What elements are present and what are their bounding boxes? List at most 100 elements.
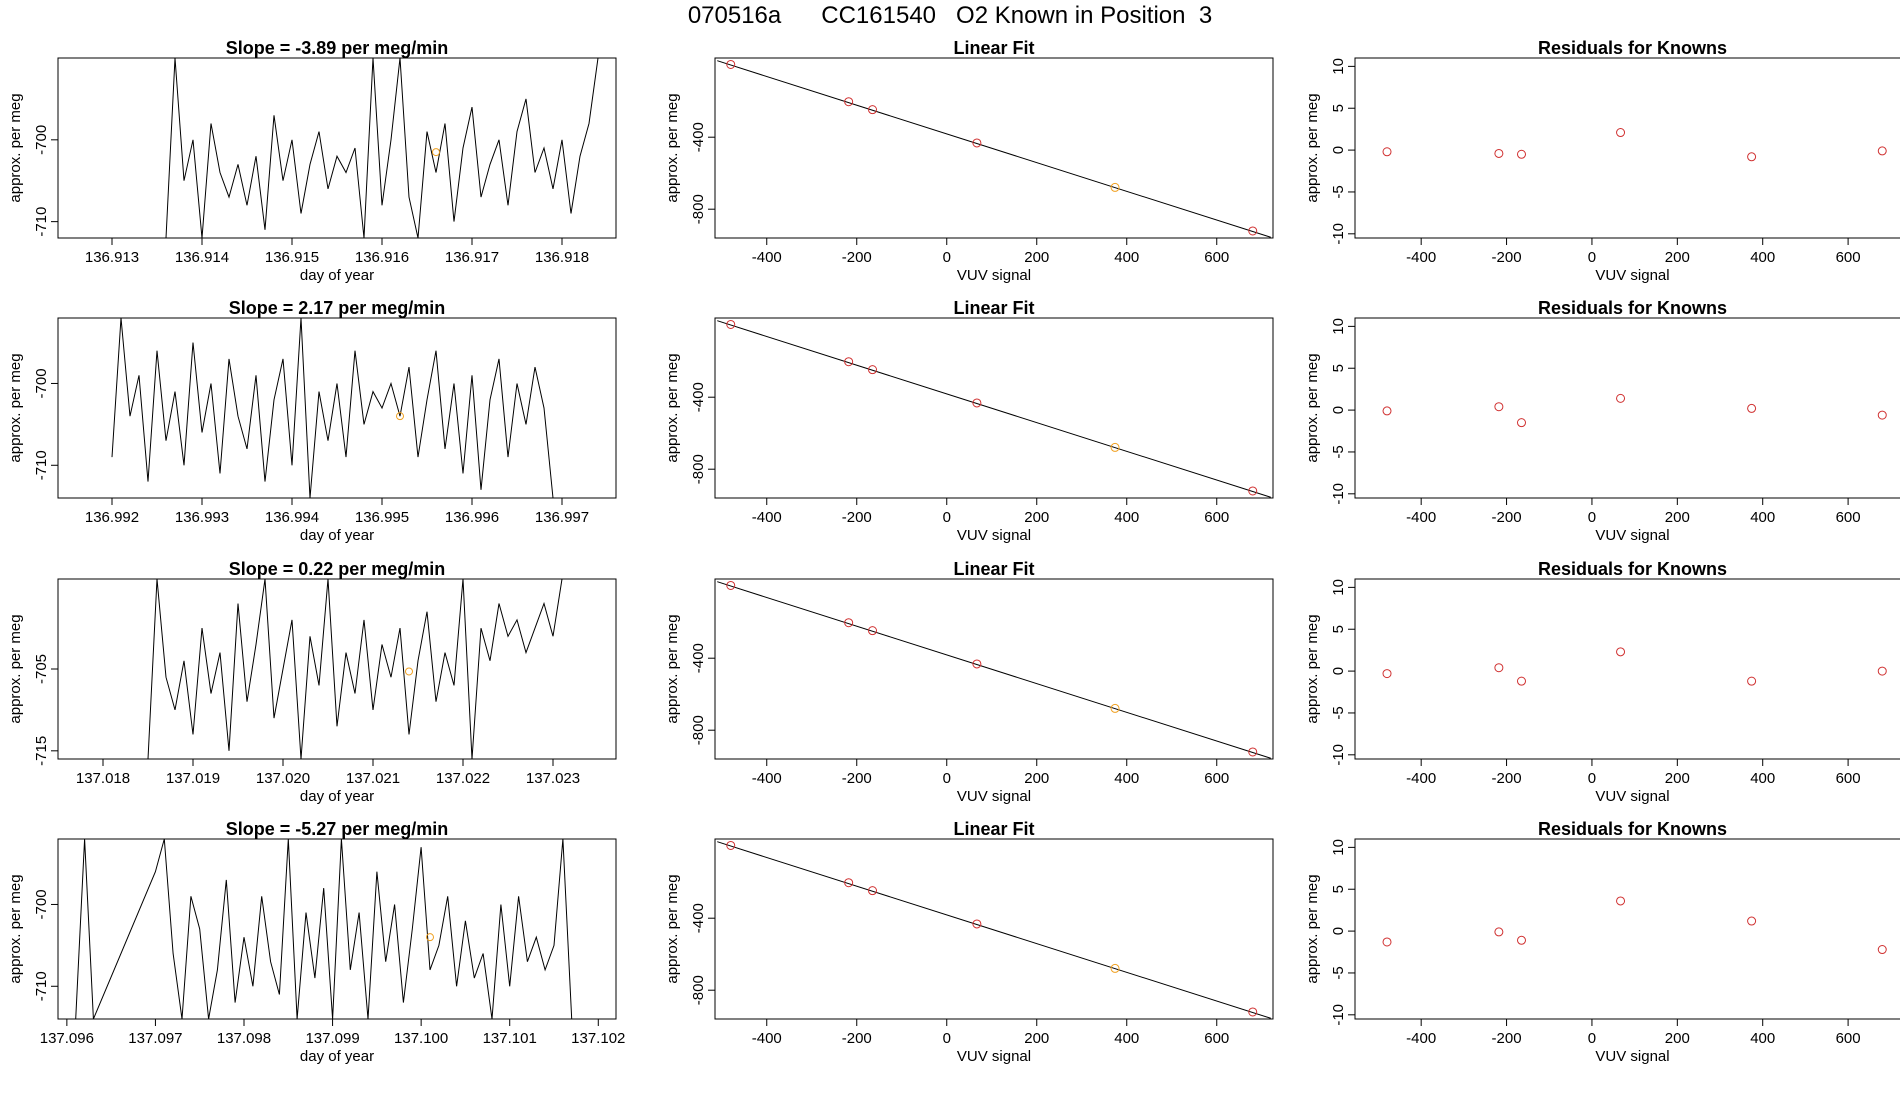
panel-title: Residuals for Knowns [1538, 298, 1727, 318]
series-line [75, 839, 573, 1019]
residual-point [1494, 663, 1504, 673]
fit-point [1248, 747, 1258, 757]
plot-data [147, 579, 563, 759]
panel-title: Linear Fit [953, 38, 1034, 58]
x-tick-label: -200 [1492, 509, 1522, 526]
y-axis-label: approx. per meg [7, 353, 24, 462]
x-tick-label: 400 [1750, 249, 1775, 266]
plot-frame [1354, 317, 1900, 499]
panel-title: Slope = 0.22 per meg/min [229, 559, 446, 579]
y-tick-label: -10 [1330, 1004, 1347, 1026]
y-tick-label: -5 [1330, 185, 1347, 198]
y-tick-label: -400 [690, 643, 707, 673]
fit-point [868, 626, 877, 636]
panel-title: Residuals for Knowns [1538, 559, 1727, 579]
x-tick-label: 0 [1588, 1030, 1596, 1047]
fit-point [1110, 963, 1120, 973]
plot-data [717, 319, 1271, 498]
highlight-point [405, 667, 413, 676]
x-tick-label: 137.100 [394, 1030, 448, 1047]
y-tick-label: -700 [33, 368, 50, 398]
residual-point [1747, 403, 1757, 413]
x-tick-label: 200 [1024, 1030, 1049, 1047]
fit-point [726, 319, 736, 329]
x-tick-label: 137.101 [483, 1030, 537, 1047]
fit-point [972, 919, 982, 929]
residual-point [1517, 149, 1526, 159]
plot-frame [714, 578, 1274, 760]
residual-point [1494, 148, 1504, 158]
y-tick-label: -10 [1330, 483, 1347, 505]
x-axis-label: VUV signal [1595, 1048, 1669, 1065]
x-axis-label: VUV signal [957, 788, 1031, 805]
panel-residuals-row-3: Residuals for Knowns -400 -200 0 200 400 600 10… [1304, 559, 1900, 805]
y-tick-label: -800 [690, 454, 707, 484]
fit-point [844, 878, 854, 888]
x-tick-label: 137.099 [305, 1030, 359, 1047]
x-tick-label: 0 [943, 509, 951, 526]
panel-title: Residuals for Knowns [1538, 38, 1727, 58]
x-tick-label: -200 [1492, 249, 1522, 266]
x-tick-label: 136.917 [445, 249, 499, 266]
residual-point [1382, 669, 1392, 679]
figure-title: 070516a CC161540 O2 Known in Position 3 [0, 2, 1900, 30]
x-tick-label: -400 [752, 770, 782, 787]
y-tick-label: 5 [1330, 104, 1347, 112]
residual-point [1382, 937, 1392, 947]
x-axis-label: day of year [300, 527, 374, 544]
fit-line [717, 60, 1271, 238]
x-axis-label: VUV signal [957, 527, 1031, 544]
plot-data [1382, 128, 1887, 162]
fit-point [1248, 226, 1258, 236]
fit-line [717, 581, 1271, 759]
x-tick-label: 137.022 [436, 770, 490, 787]
x-tick-label: 600 [1836, 770, 1861, 787]
x-tick-label: 200 [1024, 770, 1049, 787]
y-tick-label: -10 [1330, 223, 1347, 245]
residual-point [1877, 666, 1887, 676]
x-axis-label: day of year [300, 267, 374, 284]
x-tick-label: -400 [1406, 1030, 1436, 1047]
y-tick-label: -715 [33, 736, 50, 766]
x-tick-label: 200 [1665, 1030, 1690, 1047]
y-tick-label: -5 [1330, 445, 1347, 458]
y-tick-label: 0 [1330, 927, 1347, 935]
fit-point [1110, 182, 1120, 192]
x-tick-label: 600 [1836, 1030, 1861, 1047]
fit-point [1248, 486, 1258, 496]
y-tick-label: 10 [1330, 318, 1347, 335]
y-axis-label: approx. per meg [1304, 614, 1321, 723]
x-tick-label: 400 [1114, 509, 1139, 526]
y-axis-label: approx. per meg [1304, 874, 1321, 983]
fit-point [1110, 442, 1120, 452]
y-tick-label: 5 [1330, 364, 1347, 372]
plot-data [1382, 896, 1887, 955]
residual-point [1616, 896, 1626, 906]
panel-fit-row-4: Linear Fit -400 -200 0 200 400 600 -400 -800 VUV … [664, 819, 1274, 1065]
x-tick-label: 137.096 [40, 1030, 94, 1047]
fit-point [1248, 1007, 1258, 1017]
x-tick-label: 137.098 [217, 1030, 271, 1047]
plot-data [1382, 647, 1887, 686]
x-tick-label: 136.994 [265, 509, 319, 526]
y-axis-label: approx. per meg [1304, 93, 1321, 202]
x-tick-label: 136.914 [175, 249, 229, 266]
y-tick-label: 0 [1330, 146, 1347, 154]
y-tick-label: -700 [33, 889, 50, 919]
y-tick-label: 0 [1330, 406, 1347, 414]
x-tick-label: 136.913 [85, 249, 139, 266]
fit-point [972, 138, 982, 148]
fit-point [868, 105, 877, 115]
y-axis-label: approx. per meg [7, 874, 24, 983]
x-tick-label: 600 [1204, 249, 1229, 266]
tank-id: CC161540 [821, 2, 937, 29]
x-tick-label: -200 [1492, 770, 1522, 787]
y-tick-label: -5 [1330, 966, 1347, 979]
y-axis-label: approx. per meg [664, 93, 681, 202]
x-tick-label: 400 [1114, 770, 1139, 787]
fit-point [726, 59, 736, 69]
x-axis-label: VUV signal [1595, 267, 1669, 284]
y-axis-label: approx. per meg [7, 614, 24, 723]
y-tick-label: -400 [690, 382, 707, 412]
